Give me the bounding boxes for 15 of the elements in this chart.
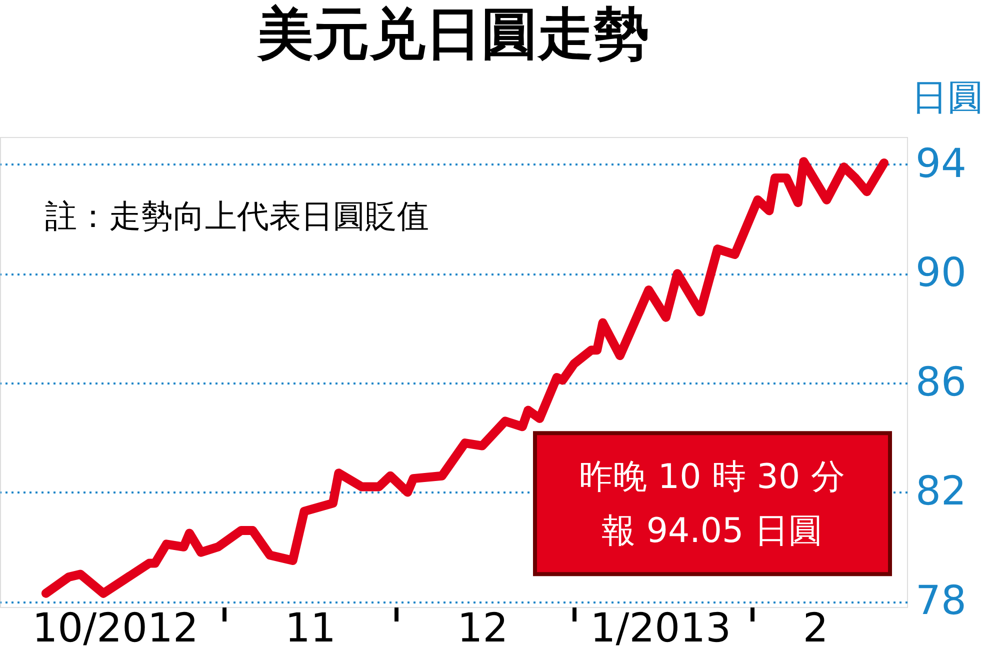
annotation: 註：走勢向上代表日圓貶值 <box>45 196 429 235</box>
chart-title: 美元兑日圓走勢 <box>256 2 650 67</box>
y-tick-label: 86 <box>916 359 966 406</box>
y-axis-title: 日圓 <box>912 78 984 118</box>
y-tick-label: 78 <box>916 578 966 624</box>
annotation: 昨晚 10 時 30 分 <box>579 456 845 497</box>
annotation: 報 94.05 日圓 <box>602 510 822 551</box>
x-tick-label: 10/2012 <box>32 606 198 652</box>
x-tick-label: 12 <box>457 606 508 652</box>
y-tick-label: 90 <box>916 250 966 296</box>
y-tick-label: 82 <box>916 468 966 515</box>
x-tick-label: 1/2013 <box>590 606 732 652</box>
y-tick-label: 94 <box>916 140 966 187</box>
x-tick-label: 2 <box>802 606 828 652</box>
x-tick-label: 11 <box>285 606 336 652</box>
